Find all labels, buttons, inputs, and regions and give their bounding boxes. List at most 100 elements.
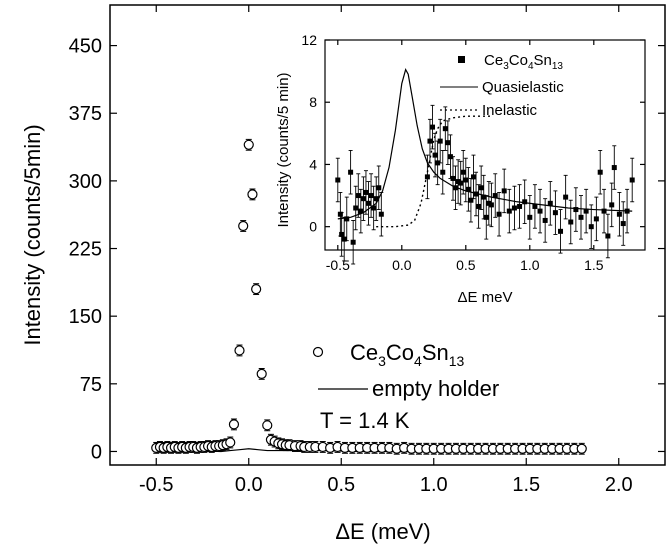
data-point [465, 186, 471, 192]
data-point [371, 205, 377, 211]
data-point [511, 205, 517, 211]
data-point [552, 210, 558, 216]
data-point [337, 211, 343, 217]
x-tick-label: -0.5 [139, 474, 173, 496]
inelastic-line [376, 115, 492, 228]
data-point [460, 169, 466, 175]
y-tick-label: 150 [69, 306, 102, 328]
data-point [447, 154, 453, 160]
data-point [492, 193, 498, 199]
data-point [378, 211, 384, 217]
x-tick-label: 0.5 [327, 474, 355, 496]
data-point [605, 233, 611, 239]
main-legend-sample-label: Ce3Co4Sn13 [350, 340, 465, 369]
data-point [478, 185, 484, 191]
data-point [537, 208, 543, 214]
inset-plot-marks [335, 67, 635, 265]
data-point [251, 284, 262, 295]
inset-legend-quasi-label: Quasielastic [482, 79, 564, 96]
data-point [243, 139, 254, 150]
inset-legend-sample-sub2: 4 [528, 61, 534, 72]
data-point [440, 169, 446, 175]
data-point [463, 177, 469, 183]
inset-y-axis-title: Intensity (counts/5 min) [275, 72, 292, 227]
data-point [458, 180, 464, 186]
y-tick-label: 4 [309, 156, 317, 172]
data-point [588, 224, 594, 230]
data-point [473, 191, 479, 197]
main-plot: -0.5 0.0 0.5 1.0 1.5 2.0 0 75 150 225 300 375 450 ΔE… [20, 4, 666, 544]
inset-plot: -0.5 0.0 0.5 1.0 1.5 0 4 8 12 ΔE meV Intensity (… [275, 32, 646, 306]
data-point [344, 216, 350, 222]
x-tick-label: 0.5 [456, 257, 476, 273]
data-point [547, 200, 553, 206]
y-tick-label: 75 [80, 374, 102, 396]
data-point [358, 208, 364, 214]
data-point [350, 239, 356, 245]
main-plot-frame [109, 4, 666, 466]
data-point [376, 185, 382, 191]
data-point [437, 138, 443, 144]
data-point [620, 221, 626, 227]
inset-plot-ticks: -0.5 0.0 0.5 1.0 1.5 0 4 8 12 [301, 32, 645, 273]
data-point [481, 194, 487, 200]
inset-legend-sample-el2: Co [509, 52, 528, 69]
data-point [609, 202, 615, 208]
data-point [453, 185, 459, 191]
data-point [532, 203, 538, 209]
data-point [445, 140, 451, 146]
data-point [563, 194, 569, 200]
x-tick-label: 1.5 [584, 257, 604, 273]
inset-legend-inel-label: Inelastic [482, 102, 538, 119]
x-tick-label: 1.0 [520, 257, 540, 273]
main-legend-sample-sub3: 13 [449, 353, 465, 369]
y-tick-label: 0 [309, 219, 317, 235]
data-point [506, 208, 512, 214]
main-legend-sample-el2: Co [386, 340, 414, 365]
data-point [501, 188, 507, 194]
data-point [611, 165, 617, 171]
main-legend-empty-label: empty holder [372, 376, 499, 401]
data-point [496, 211, 502, 217]
data-point [368, 193, 374, 199]
data-point [527, 214, 533, 220]
main-y-axis-title: Intensity (counts/5min) [20, 124, 45, 345]
data-point [339, 231, 345, 237]
main-legend-sample-marker [312, 346, 324, 358]
data-point [583, 208, 589, 214]
data-point [366, 200, 372, 206]
data-point [450, 175, 456, 181]
data-point [435, 160, 441, 166]
data-point [576, 443, 587, 454]
y-tick-label: 300 [69, 171, 102, 193]
data-point [568, 219, 574, 225]
inset-legend-sample-label: Ce3Co4Sn13 [484, 52, 563, 72]
data-point [483, 214, 489, 220]
data-point [624, 208, 630, 214]
data-point [360, 196, 366, 202]
data-point [601, 208, 607, 214]
data-point [517, 203, 523, 209]
main-plot-ticks: -0.5 0.0 0.5 1.0 1.5 2.0 0 75 150 225 300 375 450 [69, 5, 665, 496]
main-temperature-annotation: T = 1.4 K [320, 408, 410, 433]
data-point [247, 189, 258, 200]
y-tick-label: 225 [69, 239, 102, 261]
data-point [238, 220, 249, 232]
data-point [470, 174, 476, 180]
data-point [616, 211, 622, 217]
data-point [341, 236, 347, 242]
x-tick-label: 0.0 [235, 474, 263, 496]
inset-legend-sample-sub3: 13 [552, 61, 564, 72]
x-tick-label: -0.5 [326, 257, 350, 273]
main-x-axis-title: ΔE (meV) [335, 519, 430, 544]
inset-legend-sample-sub1: 3 [503, 61, 509, 72]
data-point [348, 169, 354, 175]
y-tick-label: 375 [69, 103, 102, 125]
data-point [262, 420, 273, 431]
data-point [468, 197, 474, 203]
data-point [558, 228, 564, 234]
data-point [476, 203, 482, 209]
x-tick-label: 0.0 [392, 257, 412, 273]
y-tick-label: 450 [69, 36, 102, 58]
